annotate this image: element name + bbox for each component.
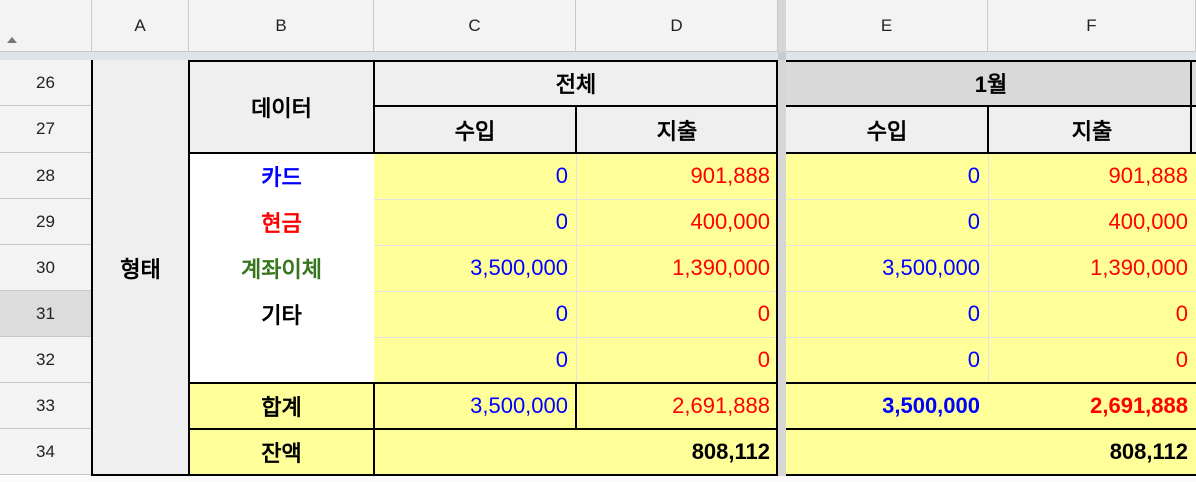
column-header-e[interactable]: E [786, 0, 988, 52]
month-header-label: 1월 [974, 72, 1008, 97]
column-header-a[interactable]: A [92, 0, 189, 52]
row-header-28[interactable]: 28 [0, 153, 92, 199]
item-label-card[interactable]: 카드 [189, 153, 374, 199]
gridline [786, 291, 1196, 292]
column-header-d[interactable]: D [576, 0, 778, 52]
border [373, 60, 375, 153]
total-header-label: 전체 [555, 72, 597, 97]
item-label-empty[interactable] [189, 337, 374, 383]
frozen-row-divider[interactable] [0, 52, 1196, 60]
frozen-column-divider[interactable] [778, 0, 786, 482]
row-header-27[interactable]: 27 [0, 106, 92, 153]
total-income-cell[interactable]: 0 [374, 337, 576, 383]
total-income-cell[interactable]: 0 [374, 153, 576, 199]
category-cell[interactable]: 형태 [92, 60, 189, 475]
border [786, 428, 1196, 430]
total-income-cell[interactable]: 3,500,000 [374, 245, 576, 291]
sum-total-expense[interactable]: 2,691,888 [576, 383, 778, 429]
total-income-cell[interactable]: 0 [374, 199, 576, 245]
month-income-cell[interactable]: 0 [786, 337, 988, 383]
gridline [786, 199, 1196, 200]
month-income-cell[interactable]: 3,500,000 [786, 245, 988, 291]
sort-triangle-icon [7, 37, 17, 43]
month-expense-cell[interactable]: 400,000 [988, 199, 1196, 245]
border [786, 152, 1196, 154]
border [786, 474, 1196, 476]
month-expense-header-label: 지출 [1071, 118, 1113, 144]
total-expense-cell[interactable]: 0 [576, 291, 778, 337]
gridline [786, 337, 1196, 338]
next-row-edge [0, 476, 1196, 482]
row-header-32[interactable]: 32 [0, 337, 92, 383]
total-income-header-label: 수입 [454, 118, 496, 144]
border [776, 60, 778, 476]
month-expense-cell[interactable]: 901,888 [988, 153, 1196, 199]
item-label-cash[interactable]: 현금 [189, 199, 374, 245]
balance-month[interactable]: 808,112 [786, 429, 1196, 475]
row-header-26[interactable]: 26 [0, 60, 92, 106]
total-expense-cell[interactable]: 0 [576, 337, 778, 383]
category-label: 형태 [120, 256, 161, 282]
month-expense-cell[interactable]: 0 [988, 291, 1196, 337]
border [987, 106, 989, 153]
select-all-corner[interactable] [0, 0, 92, 52]
total-expense-header[interactable]: 지출 [576, 106, 778, 153]
data-header-label: 데이터 [251, 95, 312, 121]
month-income-cell[interactable]: 0 [786, 153, 988, 199]
item-label-transfer[interactable]: 계좌이체 [189, 245, 374, 291]
border [91, 60, 93, 476]
row-header-30[interactable]: 30 [0, 245, 92, 291]
balance-total[interactable]: 808,112 [374, 429, 778, 475]
month-expense-header[interactable]: 지출 [988, 106, 1196, 153]
divider-junction [778, 52, 786, 60]
column-header-b[interactable]: B [189, 0, 374, 52]
month-header-cell[interactable]: 1월 [786, 60, 1196, 106]
data-header-cell[interactable]: 데이터 [189, 60, 374, 153]
border [189, 152, 778, 154]
row-header-29[interactable]: 29 [0, 199, 92, 245]
month-expense-cell[interactable]: 1,390,000 [988, 245, 1196, 291]
border [575, 383, 577, 429]
row-header-31[interactable]: 31 [0, 291, 92, 337]
total-header-cell[interactable]: 전체 [374, 60, 778, 106]
balance-label[interactable]: 잔액 [189, 429, 374, 475]
month-income-header[interactable]: 수입 [786, 106, 988, 153]
border [92, 474, 778, 476]
border [786, 105, 1196, 107]
total-expense-cell[interactable]: 901,888 [576, 153, 778, 199]
item-label-other[interactable]: 기타 [189, 291, 374, 337]
month-income-cell[interactable]: 0 [786, 199, 988, 245]
border [575, 106, 577, 153]
border [786, 382, 1196, 384]
column-header-c[interactable]: C [374, 0, 576, 52]
border [1190, 60, 1192, 153]
column-header-f[interactable]: F [988, 0, 1196, 52]
border [188, 60, 190, 476]
row-header-33[interactable]: 33 [0, 383, 92, 429]
month-expense-cell[interactable]: 0 [988, 337, 1196, 383]
sum-month-expense[interactable]: 2,691,888 [988, 383, 1196, 429]
gridline [988, 153, 989, 383]
total-income-header[interactable]: 수입 [374, 106, 576, 153]
border [189, 382, 778, 384]
border [786, 60, 1196, 62]
gridline [786, 245, 1196, 246]
row-header-34[interactable]: 34 [0, 429, 92, 475]
month-income-cell[interactable]: 0 [786, 291, 988, 337]
total-expense-cell[interactable]: 400,000 [576, 199, 778, 245]
sum-month-income[interactable]: 3,500,000 [786, 383, 988, 429]
sum-label[interactable]: 합계 [189, 383, 374, 429]
month-income-header-label: 수입 [866, 118, 908, 144]
total-expense-cell[interactable]: 1,390,000 [576, 245, 778, 291]
total-income-cell[interactable]: 0 [374, 291, 576, 337]
total-expense-header-label: 지출 [656, 118, 698, 144]
sum-total-income[interactable]: 3,500,000 [374, 383, 576, 429]
gridline [576, 153, 577, 383]
border [373, 383, 375, 476]
border [189, 60, 778, 62]
border [189, 428, 778, 430]
